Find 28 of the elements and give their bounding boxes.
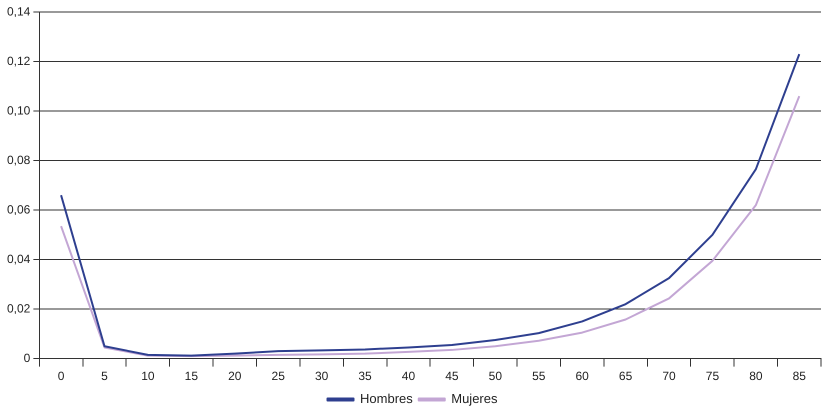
x-tick-label: 75	[706, 369, 720, 384]
x-tick-label: 10	[141, 369, 155, 384]
x-tick-label: 50	[488, 369, 502, 384]
y-tick-label: 0	[24, 350, 31, 365]
x-tick-label: 60	[575, 369, 590, 384]
x-tick-label: 70	[662, 369, 676, 384]
y-tick-label: 0,14	[6, 4, 31, 18]
y-tick-label: 0,12	[6, 54, 31, 68]
x-tick-label: 45	[445, 369, 459, 384]
x-tick-label: 40	[402, 369, 416, 384]
x-tick-label: 35	[358, 369, 372, 384]
x-tick-label: 85	[792, 369, 806, 384]
x-tick-label: 30	[314, 369, 329, 384]
x-tick-label: 55	[532, 369, 546, 384]
x-tick-label: 15	[184, 369, 198, 384]
x-tick-label: 5	[101, 369, 108, 384]
x-tick-label: 20	[228, 369, 242, 384]
y-tick-label: 0,04	[6, 252, 31, 266]
y-tick-label: 0,02	[6, 301, 31, 316]
x-tick-label: 80	[749, 369, 763, 384]
y-tick-label: 0,10	[6, 103, 31, 118]
legend-label: Mujeres	[451, 391, 498, 406]
x-tick-label: 25	[272, 369, 286, 384]
x-tick-label: 0	[58, 369, 65, 384]
x-tick-label: 65	[618, 369, 633, 384]
legend-label: Hombres	[360, 391, 414, 406]
y-tick-label: 0,08	[6, 152, 31, 167]
y-tick-label: 0,06	[6, 202, 31, 216]
